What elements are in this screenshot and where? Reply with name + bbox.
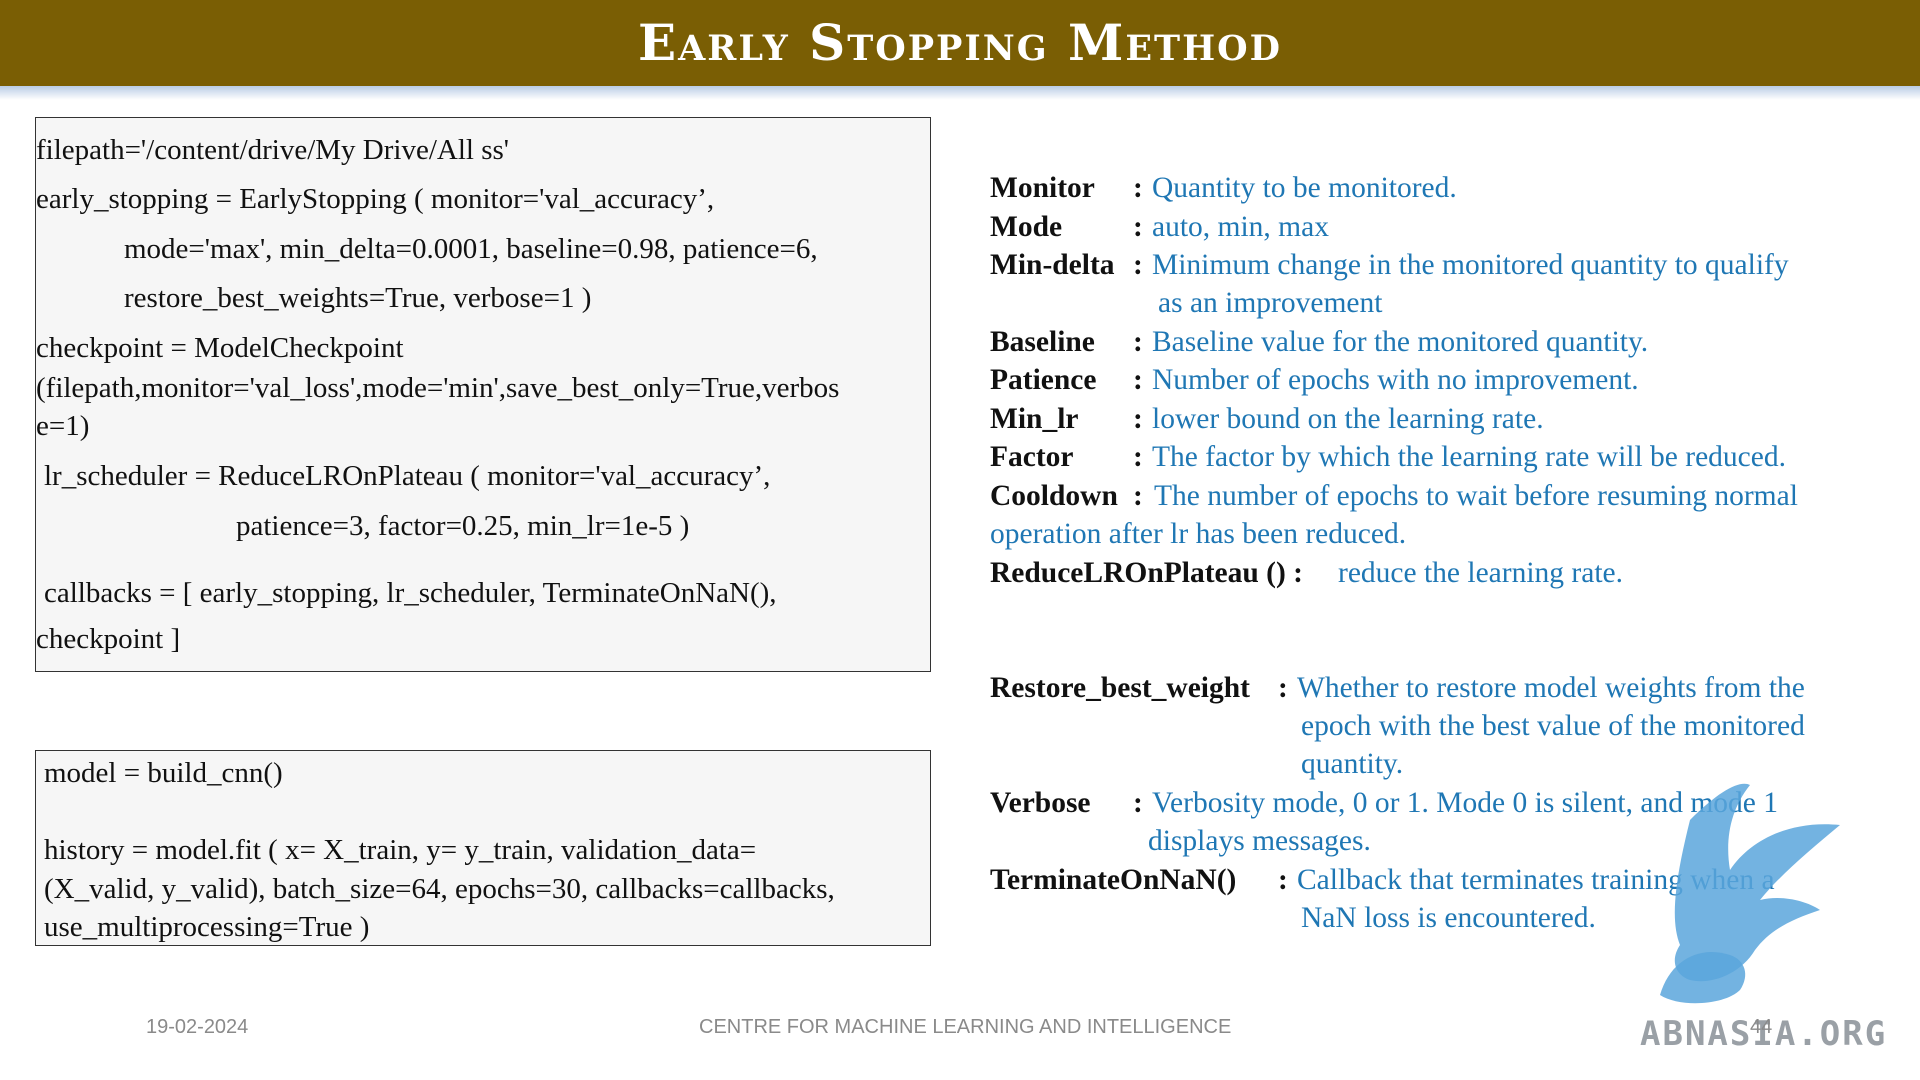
code-line: model = build_cnn() (44, 757, 283, 789)
def-colon: : (1133, 326, 1143, 358)
def-desc: Number of epochs with no improvement. (1152, 364, 1639, 396)
code-box-fit: model = build_cnn() history = model.fit … (35, 750, 931, 946)
def-term: Monitor (990, 172, 1095, 204)
def-colon: : (1278, 864, 1288, 896)
code-line: use_multiprocessing=True ) (44, 911, 370, 943)
def-term: Mode (990, 211, 1063, 243)
def-colon: : (1133, 480, 1143, 512)
def-term: Verbose (990, 787, 1091, 819)
def-desc: operation after lr has been reduced. (990, 518, 1407, 550)
code-line: restore_best_weights=True, verbose=1 ) (124, 282, 592, 314)
def-term: Min-delta (990, 249, 1115, 281)
def-term: Baseline (990, 326, 1095, 358)
def-colon: : (1133, 364, 1143, 396)
code-line: patience=3, factor=0.25, min_lr=1e-5 ) (236, 510, 690, 542)
code-line: e=1) (36, 410, 90, 442)
def-colon: : (1278, 672, 1288, 704)
def-colon: : (1133, 787, 1143, 819)
code-box-callbacks: filepath='/content/drive/My Drive/All ss… (35, 117, 931, 672)
def-term: Factor (990, 441, 1074, 473)
code-line: checkpoint = ModelCheckpoint (36, 332, 404, 364)
def-desc: Baseline value for the monitored quantit… (1152, 326, 1649, 358)
def-desc: The number of epochs to wait before resu… (1154, 480, 1798, 512)
def-desc: displays messages. (1148, 825, 1371, 857)
def-desc: auto, min, max (1152, 211, 1329, 243)
footer-date: 19-02-2024 (146, 1016, 249, 1038)
def-colon: : (1133, 249, 1143, 281)
slide-title: Early Stopping Method (637, 12, 1283, 72)
def-desc: lower bound on the learning rate. (1152, 403, 1544, 435)
def-term: Restore_best_weight (990, 672, 1250, 704)
page-number: 44 (1750, 1016, 1773, 1038)
def-desc: Minimum change in the monitored quantity… (1152, 249, 1789, 281)
def-desc: reduce the learning rate. (1338, 557, 1624, 589)
def-term: Patience (990, 364, 1097, 396)
def-colon: : (1133, 441, 1143, 473)
title-bar: Early Stopping Method (0, 0, 1920, 100)
code-line: (filepath,monitor='val_loss',mode='min',… (36, 372, 840, 404)
def-term: TerminateOnNaN() (990, 864, 1237, 896)
code-line: (X_valid, y_valid), batch_size=64, epoch… (44, 873, 835, 905)
def-colon: : (1133, 403, 1143, 435)
def-desc: Quantity to be monitored. (1152, 172, 1457, 204)
def-term: ReduceLROnPlateau () : (990, 557, 1303, 589)
footer-center-text: CENTRE FOR MACHINE LEARNING AND INTELLIG… (699, 1016, 1232, 1038)
def-desc: The factor by which the learning rate wi… (1152, 441, 1786, 473)
code-line: history = model.fit ( x= X_train, y= y_t… (44, 834, 757, 866)
watermark-text: ABNASIA.ORG (1640, 1014, 1888, 1054)
def-colon: : (1133, 211, 1143, 243)
code-line: lr_scheduler = ReduceLROnPlateau ( monit… (44, 460, 771, 492)
def-desc: epoch with the best value of the monitor… (1301, 710, 1805, 742)
code-line: filepath='/content/drive/My Drive/All ss… (36, 134, 509, 166)
def-term: Cooldown (990, 480, 1118, 512)
code-line: checkpoint ] (36, 623, 181, 655)
code-line: mode='max', min_delta=0.0001, baseline=0… (124, 233, 818, 265)
def-desc: Whether to restore model weights from th… (1297, 672, 1805, 704)
watermark-logo-icon (1660, 783, 1840, 1004)
def-colon: : (1133, 172, 1143, 204)
def-desc: NaN loss is encountered. (1301, 902, 1596, 934)
def-term: Min_lr (990, 403, 1079, 435)
code-line: early_stopping = EarlyStopping ( monitor… (36, 183, 715, 215)
def-desc: Verbosity mode, 0 or 1. Mode 0 is silent… (1152, 787, 1778, 819)
code-line: callbacks = [ early_stopping, lr_schedul… (44, 577, 777, 609)
def-desc: quantity. (1301, 748, 1404, 780)
def-desc: as an improvement (1158, 287, 1383, 319)
